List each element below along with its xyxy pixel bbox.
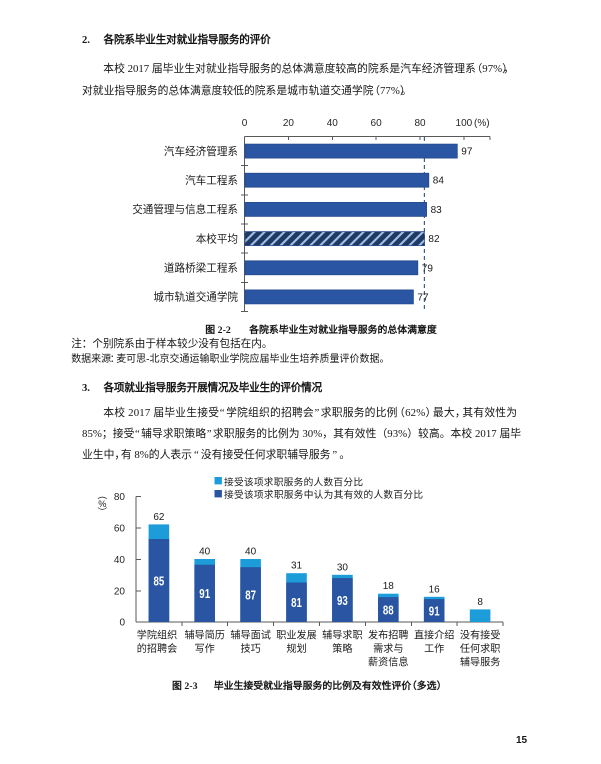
svg-text:辅导服务: 辅导服务: [460, 656, 501, 669]
svg-text:91: 91: [199, 586, 210, 601]
svg-text:60: 60: [371, 118, 383, 129]
svg-text:80: 80: [114, 492, 126, 503]
svg-text:直接介绍: 直接介绍: [414, 629, 455, 642]
svg-text:交通管理与信息工程系: 交通管理与信息工程系: [132, 203, 238, 216]
svg-text:策略: 策略: [332, 642, 352, 655]
svg-text:(%): (%): [474, 118, 490, 129]
svg-text:20: 20: [283, 118, 295, 129]
svg-text:任何求职: 任何求职: [460, 642, 501, 655]
svg-text:︶: ︶: [97, 507, 107, 519]
svg-text:91: 91: [429, 603, 440, 618]
svg-text:职业发展: 职业发展: [276, 629, 317, 642]
svg-text:83: 83: [431, 205, 443, 216]
svg-text:技巧: 技巧: [240, 642, 260, 655]
svg-text:16: 16: [429, 584, 441, 595]
svg-text:93: 93: [337, 593, 348, 608]
svg-text:%: %: [98, 499, 106, 509]
svg-text:87: 87: [245, 587, 256, 602]
svg-text:0: 0: [242, 118, 248, 129]
svg-text:84: 84: [433, 176, 445, 187]
svg-text:31: 31: [291, 561, 303, 572]
svg-text:97: 97: [461, 147, 473, 158]
svg-text:8: 8: [477, 597, 483, 608]
svg-text:汽车工程系: 汽车工程系: [185, 174, 238, 187]
svg-text:没有接受: 没有接受: [460, 629, 501, 642]
svg-text:辅导面试: 辅导面试: [230, 629, 271, 642]
svg-text:0: 0: [119, 618, 125, 629]
svg-text:接受该项求职服务的人数百分比: 接受该项求职服务的人数百分比: [224, 475, 363, 488]
svg-text:工作: 工作: [424, 643, 444, 655]
svg-text:85: 85: [154, 573, 165, 588]
svg-text:汽车经济管理系: 汽车经济管理系: [164, 145, 238, 158]
svg-text:60: 60: [114, 524, 126, 535]
svg-text:77: 77: [417, 292, 429, 303]
svg-text:80: 80: [414, 118, 426, 129]
svg-text:发布招聘: 发布招聘: [368, 629, 409, 642]
svg-text:学院组织: 学院组织: [137, 629, 178, 642]
svg-text:88: 88: [383, 602, 394, 617]
svg-text:79: 79: [422, 263, 434, 274]
svg-text:辅导求职: 辅导求职: [322, 629, 363, 642]
svg-text:薪资信息: 薪资信息: [368, 656, 409, 669]
svg-text:需求与: 需求与: [373, 643, 403, 655]
svg-text:20: 20: [114, 587, 126, 598]
svg-text:接受该项求职服务中认为其有效的人数百分比: 接受该项求职服务中认为其有效的人数百分比: [224, 488, 423, 501]
svg-text:40: 40: [327, 118, 339, 129]
svg-text:62: 62: [153, 512, 165, 523]
svg-text:81: 81: [291, 595, 302, 610]
svg-text:30: 30: [337, 562, 349, 573]
svg-text:城市轨道交通学院: 城市轨道交通学院: [153, 291, 238, 304]
svg-text:规划: 规划: [286, 642, 306, 655]
svg-text:100: 100: [456, 118, 473, 129]
svg-text:40: 40: [199, 547, 211, 558]
svg-text:写作: 写作: [195, 643, 215, 655]
svg-text:18: 18: [383, 581, 395, 592]
svg-text:辅导简历: 辅导简历: [184, 629, 225, 642]
svg-text:40: 40: [245, 547, 257, 558]
svg-text:40: 40: [114, 555, 126, 566]
svg-text:82: 82: [428, 234, 440, 245]
svg-text:︵: ︵: [97, 491, 107, 502]
svg-text:本校平均: 本校平均: [196, 232, 238, 245]
svg-text:道路桥梁工程系: 道路桥梁工程系: [164, 262, 238, 275]
svg-text:的招聘会: 的招聘会: [137, 642, 178, 655]
